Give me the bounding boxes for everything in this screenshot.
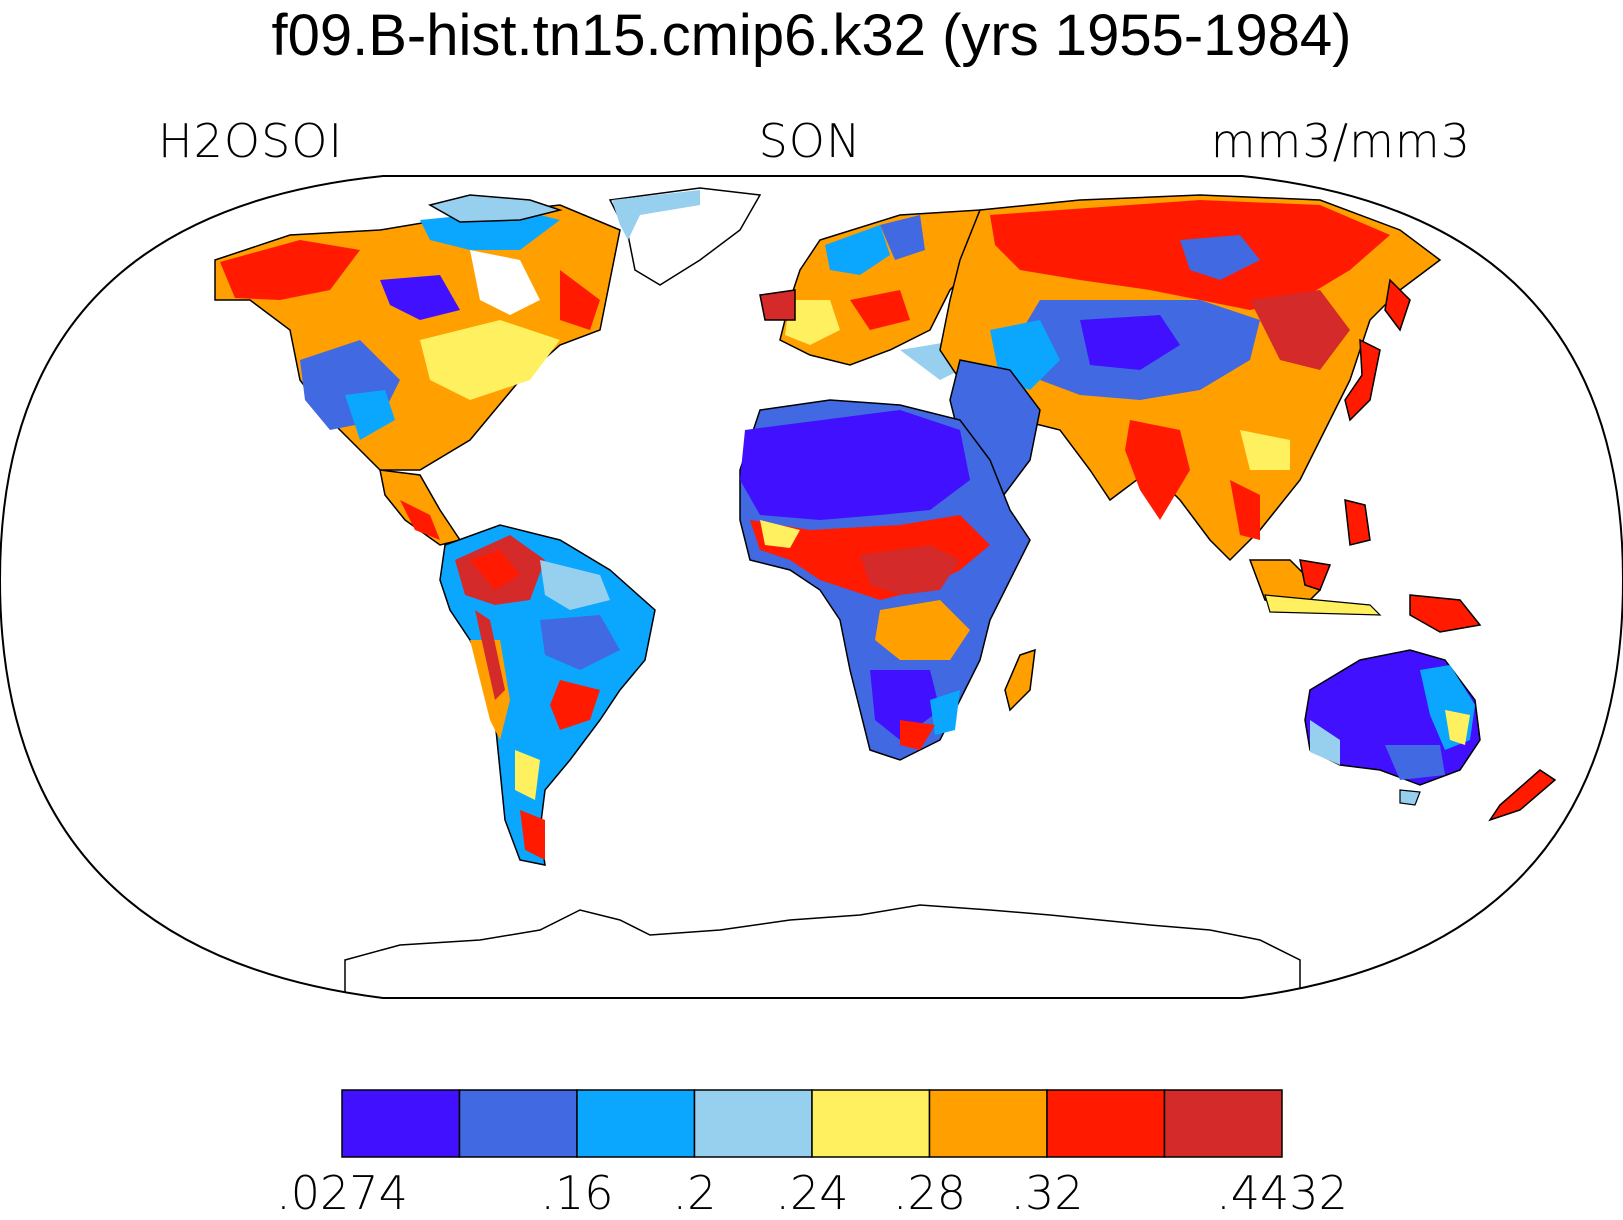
colorbar-box-3	[693, 1089, 813, 1158]
south-america	[439, 524, 656, 866]
colorbar-tick-label: .28	[892, 1166, 967, 1220]
colorbar-box-6	[1046, 1089, 1166, 1158]
map-border	[0, 175, 1623, 999]
africa	[739, 399, 1036, 761]
colorbar	[341, 1089, 1283, 1158]
units-label: mm3/mm3	[1210, 114, 1471, 168]
colorbar-box-7	[1163, 1089, 1283, 1158]
colorbar-tick-label: .0274	[276, 1166, 408, 1220]
colorbar-tick-label: .16	[540, 1166, 614, 1220]
colorbar-tick-label: .2	[672, 1166, 717, 1220]
colorbar-box-0	[341, 1089, 461, 1158]
colorbar-tick-label: .32	[1010, 1166, 1084, 1220]
plot-title: f09.B-hist.tn15.cmip6.k32 (yrs 1955-1984…	[271, 3, 1352, 68]
colorbar-tick-label: .24	[775, 1166, 849, 1220]
antarctica	[344, 904, 1301, 998]
colorbar-box-4	[811, 1089, 931, 1158]
colorbar-box-1	[458, 1089, 578, 1158]
north-america	[214, 187, 762, 546]
season-label: SON	[758, 114, 862, 168]
oceania	[1304, 649, 1557, 822]
asia	[939, 194, 1482, 633]
colorbar-tick-label: .4432	[1216, 1166, 1348, 1220]
colorbar-box-2	[576, 1089, 696, 1158]
map-layer	[214, 187, 1557, 998]
colorbar-box-5	[928, 1089, 1048, 1158]
variable-name: H2OSOI	[158, 114, 344, 168]
